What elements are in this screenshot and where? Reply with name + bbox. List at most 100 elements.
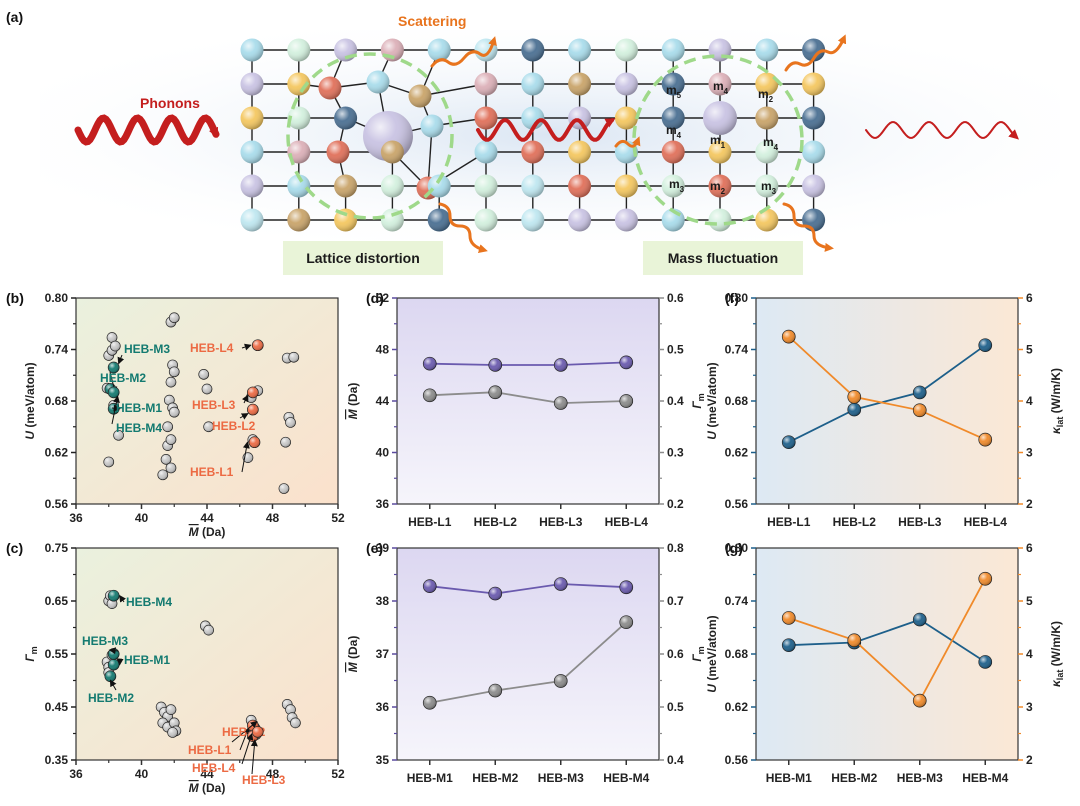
atom-shading xyxy=(661,140,685,164)
series-point-left-shading xyxy=(978,338,992,352)
atom-shading xyxy=(380,174,404,198)
right-tick-label: 5 xyxy=(1026,594,1033,608)
gray-data-point-shading xyxy=(288,352,299,363)
left-tick-label: 36 xyxy=(376,497,390,511)
series-point-right-shading xyxy=(423,696,437,710)
atom-shading xyxy=(474,106,498,130)
outgoing-phonon-wave xyxy=(865,121,1019,140)
right-tick-label: 6 xyxy=(1026,541,1033,555)
atom-shading xyxy=(474,72,498,96)
x-category-label: HEB-L3 xyxy=(898,515,942,529)
right-tick-label: 0.8 xyxy=(667,541,684,555)
x-category-label: HEB-M3 xyxy=(538,771,584,785)
series-point-left-shading xyxy=(913,385,927,399)
series-point-right-shading xyxy=(847,390,861,404)
x-category-label: HEB-L4 xyxy=(964,515,1008,529)
x-axis-label: M (Da) xyxy=(189,525,226,539)
atom-shading xyxy=(703,101,737,135)
atom-shading xyxy=(661,174,685,198)
gray-data-point-shading xyxy=(169,407,180,418)
series-point-heb-m4-shading xyxy=(108,590,120,602)
series-point-right-shading xyxy=(847,633,861,647)
annotation-label: HEB-L2 xyxy=(212,419,256,433)
x-category-label: HEB-M3 xyxy=(897,771,943,785)
x-category-label: HEB-L1 xyxy=(767,515,811,529)
left-axis-label: M (Da) xyxy=(346,636,360,673)
series-point-left-shading xyxy=(423,579,437,593)
panel-label: (f) xyxy=(725,290,739,306)
annotation-arrow xyxy=(239,413,249,420)
annotation-arrow xyxy=(239,727,250,751)
right-tick-label: 3 xyxy=(1026,446,1033,460)
right-tick-label: 0.5 xyxy=(667,343,684,357)
atom-shading xyxy=(708,174,732,198)
series-point-right-shading xyxy=(554,674,568,688)
series-line-left xyxy=(429,361,627,366)
atom-shading xyxy=(240,106,264,130)
left-tick-label: 36 xyxy=(376,700,390,714)
right-tick-label: 0.5 xyxy=(667,700,684,714)
gray-data-point-shading xyxy=(290,717,301,728)
mass-fluctuation-box xyxy=(643,241,803,275)
atom-shading xyxy=(755,140,779,164)
atom-shading xyxy=(708,72,732,96)
annotation-arrow xyxy=(242,394,249,404)
atom-shading xyxy=(755,106,779,130)
atom-shading xyxy=(521,174,545,198)
atom-shading xyxy=(568,208,592,232)
series-point-left-shading xyxy=(554,358,568,372)
atom-shading xyxy=(755,174,779,198)
gray-data-point-shading xyxy=(161,454,172,465)
lattice-distortion-label: Lattice distortion xyxy=(306,250,420,266)
gray-data-point-shading xyxy=(162,421,173,432)
atom-shading xyxy=(802,208,826,232)
left-tick-label: 0.80 xyxy=(45,291,69,305)
atom-shading xyxy=(708,140,732,164)
atom-shading xyxy=(287,106,311,130)
series-point-heb-l2-shading xyxy=(247,404,259,416)
atom-shading xyxy=(568,72,592,96)
left-tick-label: 0.56 xyxy=(725,497,749,511)
gray-data-point-shading xyxy=(107,332,118,343)
atom-shading xyxy=(661,72,685,96)
panel-label: (d) xyxy=(366,290,384,306)
x-category-label: HEB-M2 xyxy=(472,771,518,785)
x-category-label: HEB-M1 xyxy=(407,771,453,785)
gray-data-point-shading xyxy=(280,437,291,448)
atom-shading xyxy=(661,106,685,130)
scatter-wave xyxy=(784,34,847,72)
left-tick-label: 0.75 xyxy=(45,541,69,555)
incoming-phonon-wave xyxy=(74,114,220,146)
annotation-label: HEB-M2 xyxy=(100,371,146,385)
annotation-arrow xyxy=(119,594,126,603)
series-point-heb-m1-shading xyxy=(108,659,120,671)
series-line-right xyxy=(429,391,627,405)
right-tick-label: 0.7 xyxy=(667,594,684,608)
right-axis-label: Γm xyxy=(690,646,706,661)
left-tick-label: 0.62 xyxy=(725,700,749,714)
left-tick-label: 0.80 xyxy=(725,291,749,305)
atom-shading xyxy=(802,72,826,96)
annotation-arrow xyxy=(250,739,258,775)
atom-shading xyxy=(802,174,826,198)
left-tick-label: 52 xyxy=(376,291,390,305)
left-tick-label: 0.45 xyxy=(45,700,69,714)
x-category-label: HEB-L1 xyxy=(408,515,452,529)
right-axis-label: κlat (W/m/K) xyxy=(1049,621,1065,687)
annotation-arrow xyxy=(241,441,250,473)
annotation-label: HEB-M1 xyxy=(116,401,162,415)
left-tick-label: 37 xyxy=(376,647,390,661)
series-point-left-shading xyxy=(782,435,796,449)
right-tick-label: 0.4 xyxy=(667,394,684,408)
plot-area xyxy=(396,547,660,761)
annotation-arrow xyxy=(231,720,258,743)
left-axis-label: M (Da) xyxy=(346,383,360,420)
series-line-right xyxy=(429,621,627,704)
mass-fluctuation-label: Mass fluctuation xyxy=(668,250,778,266)
x-tick-label: 48 xyxy=(266,767,280,781)
atom-shading xyxy=(802,140,826,164)
series-point-right-shading xyxy=(619,615,633,629)
gray-data-point-shading xyxy=(198,369,209,380)
mass-fluctuation-circle xyxy=(632,54,804,226)
